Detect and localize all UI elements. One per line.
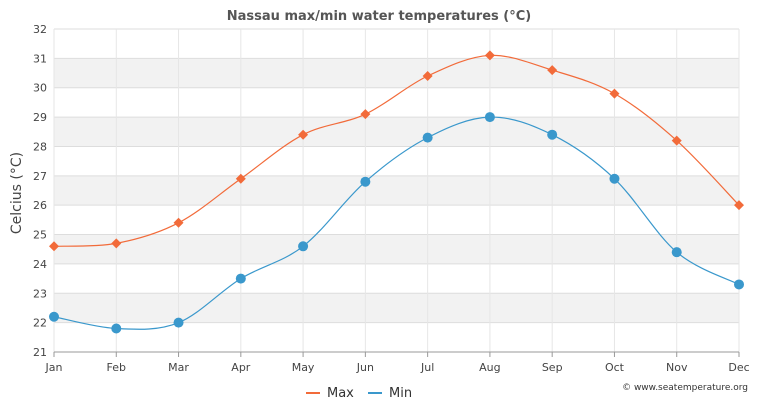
y-tick-label: 30 [33, 82, 47, 95]
y-tick-label: 25 [33, 229, 47, 242]
y-tick-label: 31 [33, 52, 47, 65]
series-min-point[interactable] [547, 129, 558, 140]
series-min-point[interactable] [422, 132, 433, 143]
y-tick-label: 27 [33, 170, 47, 183]
y-tick-label: 29 [33, 111, 47, 124]
series-max-point[interactable] [360, 109, 371, 120]
chart-title: Nassau max/min water temperatures (°C) [227, 9, 531, 24]
series-min-point[interactable] [111, 323, 122, 334]
series-max-point[interactable] [671, 135, 682, 146]
series-min-point[interactable] [671, 247, 682, 258]
legend-item-min[interactable]: Min [368, 386, 412, 401]
series-max-point[interactable] [111, 238, 122, 249]
series-max-point[interactable] [235, 173, 246, 184]
series-min-point[interactable] [360, 176, 371, 187]
series-max-point[interactable] [173, 217, 184, 228]
y-tick-labels: 21 22 23 24 25 26 27 28 29 30 31 32 [33, 23, 47, 359]
grid-band [54, 117, 739, 147]
x-tick-label: Oct [605, 361, 625, 374]
series-min-point[interactable] [49, 311, 59, 322]
legend[interactable]: Max Min [306, 386, 412, 401]
grid-band [54, 234, 739, 264]
y-tick-label: 28 [33, 140, 47, 153]
x-tick-label: Feb [107, 361, 126, 374]
x-tick-label: Aug [479, 361, 500, 374]
grid-band [54, 293, 739, 323]
x-tick-label: Jan [45, 361, 63, 374]
y-tick-label: 32 [33, 23, 47, 36]
series-min-point[interactable] [484, 112, 495, 123]
x-tick-label: Jul [420, 361, 434, 374]
series-min-point[interactable] [298, 241, 309, 252]
series-min-point[interactable] [734, 279, 744, 290]
series-min [49, 112, 744, 334]
grid-band [54, 175, 739, 206]
y-tick-label: 21 [33, 346, 47, 359]
credit-text[interactable]: © www.seatemperature.org [622, 383, 748, 393]
y-tick-label: 24 [33, 258, 47, 271]
series-layer [49, 50, 744, 334]
y-tick-label: 23 [33, 287, 47, 300]
x-tick-label: Jun [356, 361, 374, 374]
gridlines [53, 28, 740, 353]
y-tick-label: 26 [33, 199, 47, 212]
series-max-point[interactable] [49, 241, 59, 252]
y-tick-label: 22 [33, 317, 47, 330]
series-min-point[interactable] [173, 317, 184, 328]
series-max-point[interactable] [298, 129, 309, 140]
series-min-point[interactable] [609, 173, 620, 184]
legend-min-label: Min [389, 386, 412, 401]
x-tick-label: Sep [542, 361, 563, 374]
series-max-point[interactable] [609, 88, 620, 99]
y-axis-label: Celcius (°C) [9, 152, 25, 234]
x-tick-labels: Jan Feb Mar Apr May Jun Jul Aug Sep Oct Nov Dec [45, 352, 750, 374]
x-tick-label: Mar [168, 361, 189, 374]
legend-item-max[interactable]: Max [306, 386, 354, 401]
series-max-point[interactable] [734, 200, 744, 211]
x-tick-label: Dec [728, 361, 749, 374]
grid-bands [54, 58, 739, 323]
series-max-point[interactable] [484, 50, 495, 61]
x-tick-label: Nov [666, 361, 688, 374]
series-max-point[interactable] [547, 65, 558, 76]
series-max-point[interactable] [422, 70, 433, 81]
x-tick-label: Apr [231, 361, 251, 374]
legend-max-label: Max [327, 386, 354, 401]
grid-band [54, 58, 739, 88]
series-min-point[interactable] [235, 273, 246, 284]
series-max [49, 50, 744, 252]
x-tick-label: May [292, 361, 315, 374]
